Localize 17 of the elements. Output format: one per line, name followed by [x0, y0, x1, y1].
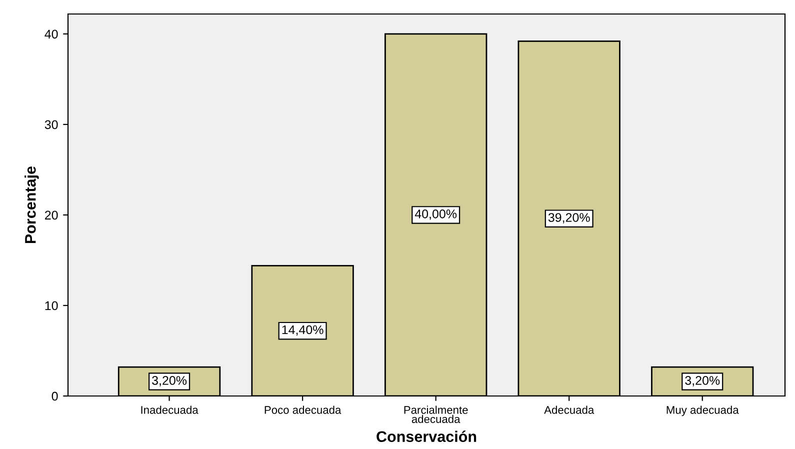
- x-tick-label: Muy adecuada: [666, 406, 739, 416]
- data-label: 3,20%: [685, 376, 720, 386]
- x-tick-label: Inadecuada: [141, 406, 198, 414]
- data-label: 40,00%: [414, 209, 457, 220]
- x-tick-label: Parcialmente adecuada: [404, 406, 468, 424]
- y-tick-label: 20: [45, 210, 58, 220]
- x-axis-title: Conservación: [376, 430, 476, 442]
- x-tick-label: Adecuada: [544, 406, 594, 414]
- x-tick-label: Poco adecuada: [264, 406, 342, 414]
- y-tick-label: 10: [45, 301, 58, 310]
- data-label: 39,20%: [548, 213, 590, 224]
- data-label: 3,20%: [152, 376, 187, 386]
- y-tick-label: 0: [52, 392, 58, 401]
- y-tick-label: 40: [44, 30, 58, 39]
- y-tick-label: 30: [44, 120, 58, 130]
- y-axis-title: Porcentaje: [24, 166, 39, 244]
- data-label: 14,40%: [282, 325, 324, 336]
